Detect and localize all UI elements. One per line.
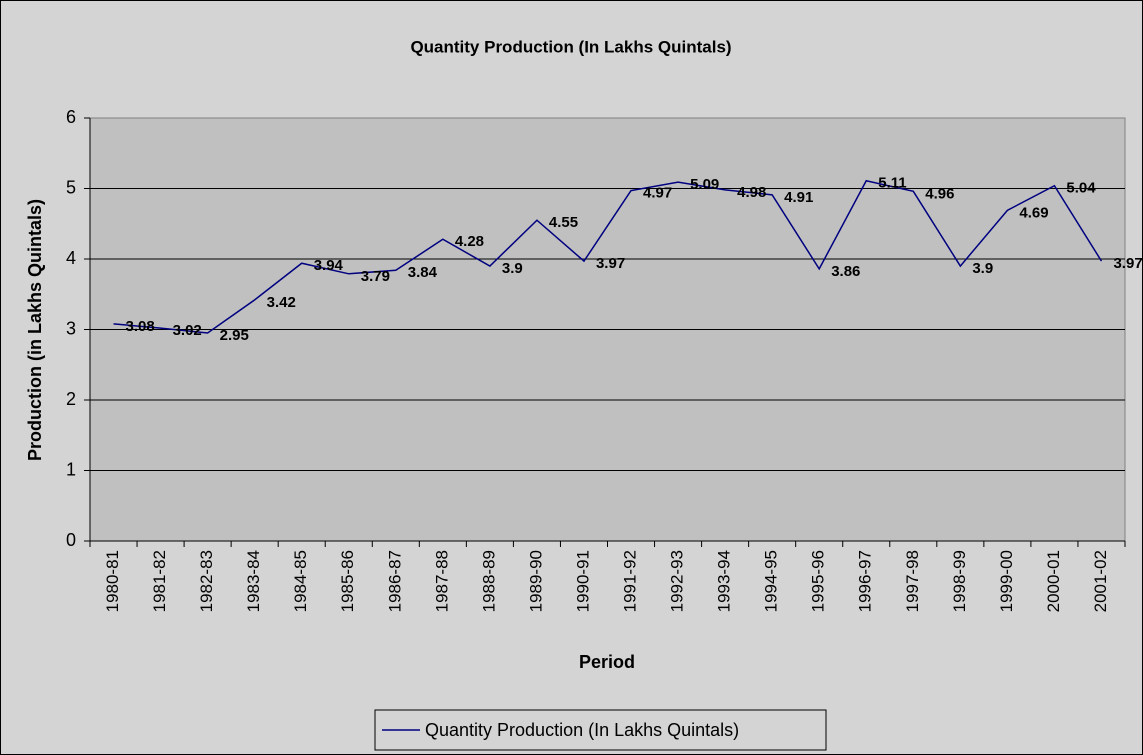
x-tick-label: 1994-95 [762,550,781,612]
x-tick-label: 1982-83 [197,550,216,612]
chart-title: Quantity Production (In Lakhs Quintals) [410,37,731,56]
x-tick-label: 1987-88 [432,550,451,612]
data-label: 3.84 [408,264,438,281]
y-axis-title: Production (in Lakhs Quintals) [25,199,45,461]
x-tick-label: 1996-97 [856,550,875,612]
x-tick-label: 1983-84 [244,550,263,612]
data-label: 3.9 [972,260,993,277]
x-tick-label: 1991-92 [621,550,640,612]
data-label: 2.95 [220,327,249,344]
x-tick-label: 1985-86 [338,550,357,612]
x-tick-label: 1980-81 [103,550,122,612]
x-tick-label: 1995-96 [809,550,828,612]
x-tick-label: 1997-98 [903,550,922,612]
data-label: 3.86 [831,263,860,280]
legend-label: Quantity Production (In Lakhs Quintals) [425,720,739,740]
x-tick-label: 1988-89 [479,550,498,612]
data-label: 4.91 [784,189,813,206]
data-label: 4.97 [643,185,672,202]
x-tick-label: 1989-90 [526,550,545,612]
data-label: 3.79 [361,268,390,285]
y-tick-label: 5 [66,177,76,197]
y-tick-label: 3 [66,318,76,338]
data-label: 4.96 [925,185,954,202]
data-label: 5.09 [690,176,719,193]
data-label: 5.11 [878,175,906,192]
y-tick-label: 1 [66,459,76,479]
y-tick-label: 4 [66,248,76,268]
data-label: 4.69 [1019,204,1048,221]
data-label: 3.08 [126,318,155,335]
data-label: 3.94 [314,257,344,274]
data-label: 3.9 [502,260,523,277]
x-tick-label: 1992-93 [668,550,687,612]
x-tick-label: 1984-85 [291,550,310,612]
data-line [113,179,1103,334]
x-tick-label: 1990-91 [573,550,592,612]
data-label: 3.42 [267,294,296,311]
x-tick-label: 1981-82 [150,550,169,612]
y-tick-label: 0 [66,530,76,550]
x-tick-label: 1998-99 [950,550,969,612]
x-tick-label: 1986-87 [385,550,404,612]
data-label: 3.97 [596,255,625,272]
x-tick-label: 2001-02 [1091,550,1110,612]
data-label: 4.98 [737,184,766,201]
data-label: 3.97 [1113,255,1142,272]
x-tick-label: 1999-00 [997,550,1016,612]
data-label: 5.04 [1066,180,1096,197]
x-tick-label: 1993-94 [715,550,734,612]
data-label: 4.55 [549,214,578,231]
legend-box [374,709,827,751]
data-label: 3.02 [173,322,202,339]
data-label: 4.28 [455,233,484,250]
y-tick-label: 6 [66,107,76,127]
y-tick-label: 2 [66,389,76,409]
x-axis-title: Period [579,652,635,672]
x-tick-label: 2000-01 [1044,550,1063,612]
